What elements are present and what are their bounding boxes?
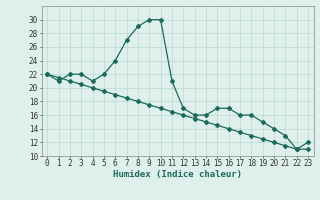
- X-axis label: Humidex (Indice chaleur): Humidex (Indice chaleur): [113, 170, 242, 179]
